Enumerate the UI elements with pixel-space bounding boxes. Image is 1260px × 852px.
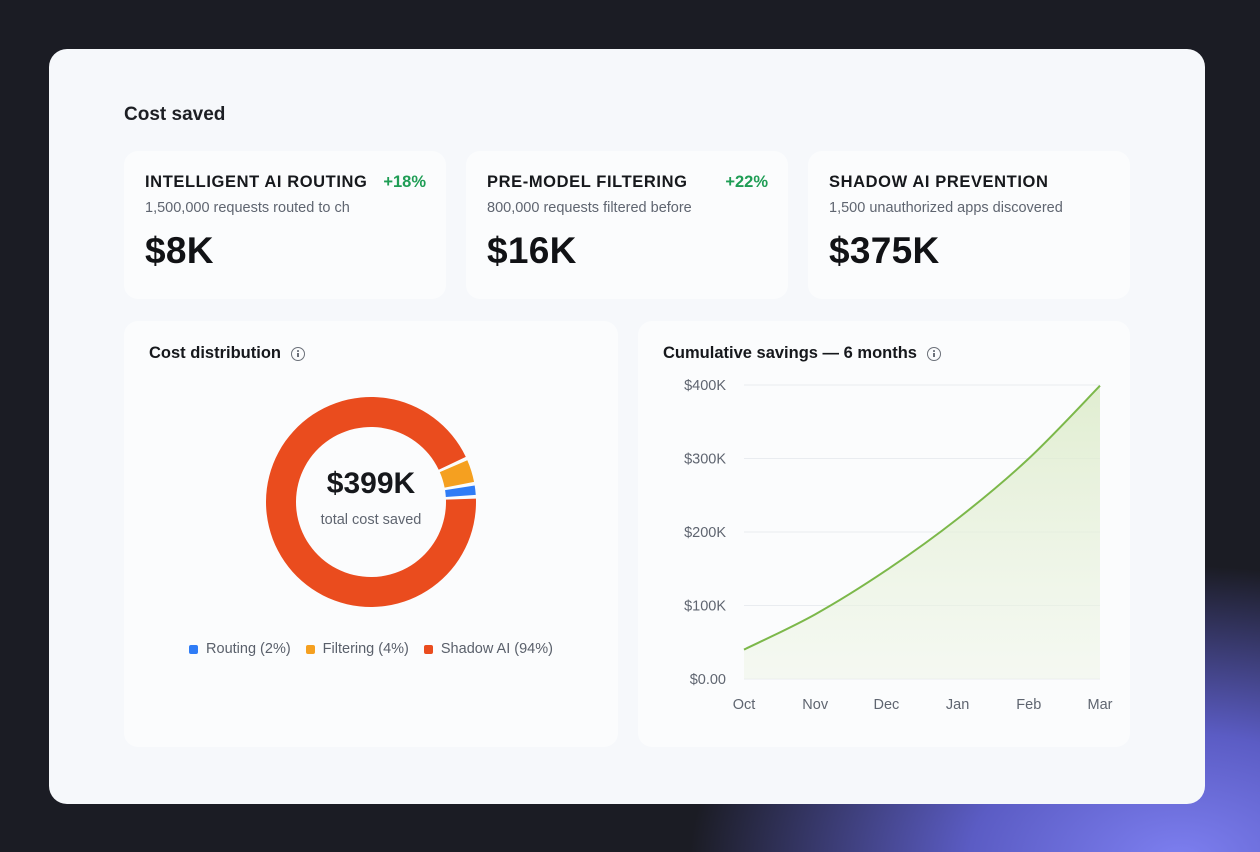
info-icon[interactable] xyxy=(290,346,305,361)
legend-label: Shadow AI (94%) xyxy=(440,641,553,657)
info-icon[interactable] xyxy=(926,346,941,361)
cumulative-savings-chart: $0.00 $100K $200K $300K $400K Oct Nov Dec Jan Feb… xyxy=(684,378,1113,713)
stat-change: +22% xyxy=(725,173,768,191)
section-title: Cost saved xyxy=(124,104,226,125)
stat-card-routing[interactable]: INTELLIGENT AI ROUTING +18% 1,500,000 re… xyxy=(124,151,446,299)
stat-title: SHADOW AI PREVENTION xyxy=(829,173,1049,191)
y-tick-label: $100K xyxy=(684,599,726,615)
y-tick-label: $0.00 xyxy=(690,672,726,688)
donut-slice-shadow-ai[interactable] xyxy=(266,396,476,607)
legend-label: Routing (2%) xyxy=(206,641,291,657)
stat-value: $375K xyxy=(829,230,940,271)
legend-item-routing[interactable]: Routing (2%) xyxy=(189,641,291,657)
legend-label: Filtering (4%) xyxy=(322,641,409,657)
legend-swatch xyxy=(189,644,199,654)
stat-title: INTELLIGENT AI ROUTING xyxy=(145,173,368,191)
savings-area xyxy=(744,385,1100,679)
y-tick-label: $300K xyxy=(684,452,726,468)
y-tick-label: $200K xyxy=(684,525,726,541)
stat-subtitle: 1,500 unauthorized apps discovered xyxy=(829,200,1063,216)
card-title-text: Cost distribution xyxy=(149,344,281,362)
x-tick-label: Mar xyxy=(1088,697,1113,713)
legend-swatch xyxy=(305,644,315,654)
y-tick-label: $400K xyxy=(684,378,726,394)
savings-line[interactable] xyxy=(743,385,1101,651)
stat-change: +18% xyxy=(383,173,426,191)
cumulative-savings-title: Cumulative savings — 6 months xyxy=(663,344,941,363)
stat-card-filtering[interactable]: PRE-MODEL FILTERING +22% 800,000 request… xyxy=(466,151,788,299)
x-tick-label: Oct xyxy=(733,697,756,713)
donut-slice-routing[interactable] xyxy=(445,485,476,497)
stat-subtitle: 1,500,000 requests routed to ch xyxy=(145,200,350,216)
stat-value: $16K xyxy=(487,230,577,271)
donut-total-value: $399K xyxy=(326,467,416,500)
cost-distribution-title: Cost distribution xyxy=(149,344,305,363)
cumulative-savings-card: Cumulative savings — 6 months $0.00 $100K… xyxy=(638,321,1130,747)
donut-chart xyxy=(266,396,476,607)
stat-value: $8K xyxy=(145,230,214,271)
legend-item-shadow-ai[interactable]: Shadow AI (94%) xyxy=(423,641,553,657)
cost-distribution-card: Cost distribution $399K total cost saved… xyxy=(124,321,618,747)
legend-item-filtering[interactable]: Filtering (4%) xyxy=(305,641,409,657)
cost-saved-panel: Cost saved INTELLIGENT AI ROUTING +18% 1… xyxy=(49,49,1205,804)
legend-swatch xyxy=(423,644,433,654)
x-tick-label: Nov xyxy=(802,697,829,713)
x-tick-label: Feb xyxy=(1016,697,1041,713)
donut-total-label: total cost saved xyxy=(320,512,422,528)
x-tick-label: Dec xyxy=(874,697,900,713)
x-tick-label: Jan xyxy=(946,697,969,713)
donut-slice-filtering[interactable] xyxy=(439,460,475,488)
stat-title: PRE-MODEL FILTERING xyxy=(487,173,688,191)
card-title-text: Cumulative savings — 6 months xyxy=(663,344,917,362)
stat-subtitle: 800,000 requests filtered before xyxy=(487,200,692,216)
stat-card-shadow-ai[interactable]: SHADOW AI PREVENTION 1,500 unauthorized … xyxy=(808,151,1130,299)
donut-legend: Routing (2%) Filtering (4%) Shadow AI (9… xyxy=(124,641,618,657)
